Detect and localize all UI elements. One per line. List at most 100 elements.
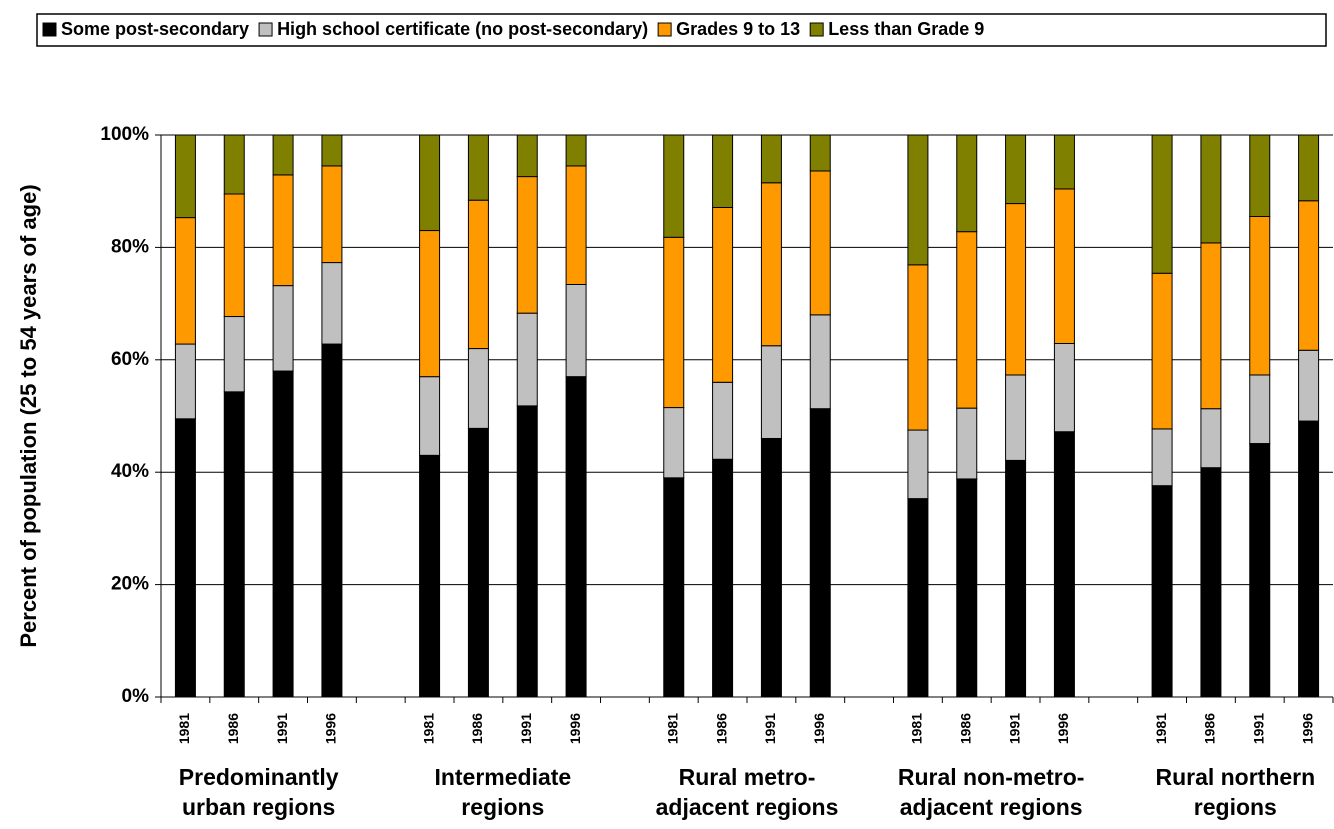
bar-segment: [956, 478, 978, 698]
bar-segment: [760, 182, 782, 347]
bar-segment: [1298, 420, 1320, 698]
bar-segment: [1298, 349, 1320, 422]
bar-segment: [1005, 374, 1027, 461]
bar-segment: [956, 231, 978, 409]
x-tick-label: 1986: [469, 713, 485, 744]
bar-segment: [712, 134, 734, 208]
bar-segment: [1005, 134, 1027, 205]
bar-segment: [956, 407, 978, 480]
bar-segment: [321, 134, 343, 167]
bar-segment: [1053, 188, 1075, 345]
x-tick-label: 1996: [323, 713, 339, 744]
x-tick-label: 1981: [909, 713, 925, 744]
bar-segment: [223, 316, 245, 393]
bar-segment: [712, 381, 734, 460]
x-tick-label: 1986: [225, 713, 241, 744]
bar-segment: [272, 134, 294, 176]
bar-segment: [321, 343, 343, 698]
group-label: adjacent regions: [900, 794, 1083, 820]
x-tick-label: 1991: [1006, 713, 1022, 744]
bar-segment: [223, 134, 245, 195]
bar-segment: [1151, 485, 1173, 698]
group-label: urban regions: [182, 794, 335, 820]
bar-segment: [467, 427, 489, 698]
bar-segment: [1200, 408, 1222, 469]
bar-segment: [712, 206, 734, 383]
bar-segment: [174, 134, 196, 219]
bar-segment: [467, 348, 489, 429]
bar-segment: [565, 283, 587, 378]
bar-segment: [272, 174, 294, 287]
bar-segment: [516, 134, 538, 178]
bar-segment: [907, 429, 929, 500]
bar-segment: [760, 134, 782, 184]
bar-segment: [1053, 134, 1075, 190]
group-label: Rural non-metro-: [898, 764, 1085, 790]
group-label: Predominantly: [179, 764, 339, 790]
bar-segment: [565, 134, 587, 167]
bar-segment: [467, 134, 489, 201]
legend-swatch: [258, 22, 273, 37]
legend-swatch: [42, 22, 57, 37]
x-tick-label: 1991: [1250, 713, 1266, 744]
y-tick-label: 40%: [111, 461, 149, 482]
bar-segment: [1053, 343, 1075, 433]
bar-segment: [1249, 443, 1271, 698]
group-label: Intermediate: [434, 764, 571, 790]
y-tick-label: 0%: [122, 686, 150, 707]
group-label: regions: [461, 794, 544, 820]
bar-segment: [223, 391, 245, 698]
y-tick-label: 100%: [100, 124, 149, 145]
bar-segment: [809, 408, 831, 698]
group-label: Rural metro-: [679, 764, 816, 790]
legend-label: Some post-secondary: [61, 19, 249, 39]
y-tick-label: 60%: [111, 349, 149, 370]
bar-segment: [1298, 134, 1320, 202]
y-tick-label: 80%: [111, 236, 149, 257]
bar-segment: [174, 418, 196, 698]
x-tick-label: 1991: [274, 713, 290, 744]
x-tick-label: 1996: [1055, 713, 1071, 744]
x-tick-label: 1981: [420, 713, 436, 744]
group-label: adjacent regions: [656, 794, 839, 820]
bar-segment: [1005, 459, 1027, 698]
bar-segment: [419, 230, 441, 378]
bar-segment: [1298, 200, 1320, 351]
x-tick-label: 1986: [1202, 713, 1218, 744]
legend-box: [36, 13, 1327, 47]
bar-segment: [1053, 431, 1075, 698]
y-axis-label: Percent of population (25 to 54 years of…: [16, 184, 41, 647]
bar-segment: [907, 134, 929, 266]
bar-segment: [467, 199, 489, 350]
y-tick-label: 20%: [111, 574, 149, 595]
legend-label: High school certificate (no post-seconda…: [277, 19, 648, 39]
group-label: regions: [1194, 794, 1277, 820]
bar-segment: [809, 170, 831, 316]
bar-segment: [1200, 467, 1222, 698]
legend-label: Grades 9 to 13: [676, 19, 800, 39]
x-tick-label: 1996: [1299, 713, 1315, 744]
x-tick-label: 1981: [664, 713, 680, 744]
bar-segment: [760, 437, 782, 698]
group-label: Rural northern: [1155, 764, 1315, 790]
bar-segment: [1151, 134, 1173, 274]
bar-segment: [174, 217, 196, 345]
bar-segment: [663, 407, 685, 479]
bar-segment: [1151, 428, 1173, 487]
bar-segment: [1200, 134, 1222, 244]
x-tick-label: 1996: [811, 713, 827, 744]
x-tick-label: 1991: [518, 713, 534, 744]
bar-segment: [272, 285, 294, 372]
bar-segment: [321, 262, 343, 345]
bar-segment: [516, 312, 538, 407]
bar-segment: [565, 165, 587, 285]
x-tick-label: 1986: [957, 713, 973, 744]
bar-segment: [419, 454, 441, 698]
bar-segment: [809, 314, 831, 410]
x-tick-label: 1981: [1153, 713, 1169, 744]
bar-segment: [663, 477, 685, 698]
bar-segment: [272, 370, 294, 698]
bar-segment: [712, 458, 734, 698]
bar-segment: [1249, 215, 1271, 376]
